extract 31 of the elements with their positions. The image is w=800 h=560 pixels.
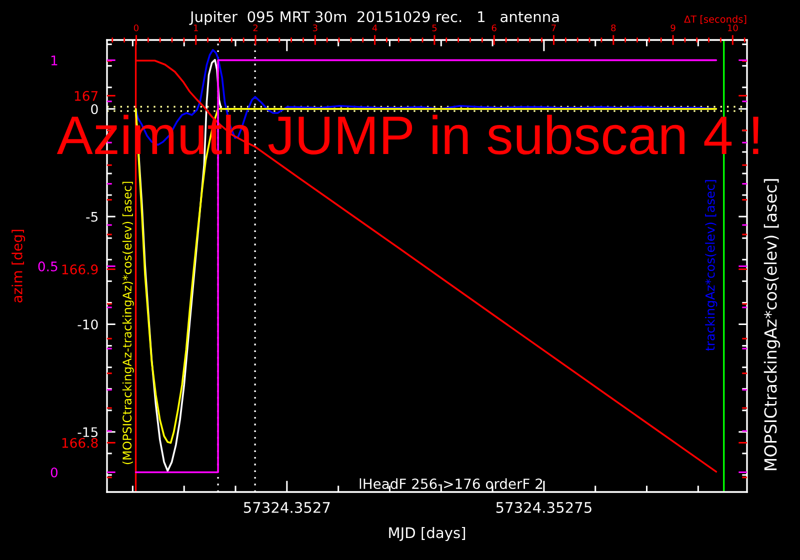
x2-tick-label: 10 [728, 24, 738, 32]
x2-tick-label: 2 [253, 24, 258, 32]
legend-label: MOPSICtrackingAz*cos(elev) [asec] [764, 179, 780, 470]
y2-tick-label: 166.9 [62, 264, 98, 274]
y2-tick-label: 166.8 [62, 438, 98, 448]
y-tick-label: -5 [86, 212, 98, 222]
x2-tick-label: 5 [432, 24, 437, 32]
x2-tick-label: 6 [492, 24, 496, 32]
x2-tick-label: 1 [194, 24, 198, 32]
x-tick-label: 57324.3527 [244, 502, 330, 514]
text: trackingAz*cos(elev) [asec] [705, 180, 718, 351]
chart-title: Jupiter 095 MRT 30m 20151029 rec. 1 antenna [189, 10, 559, 26]
y3-tick-label: 1 [51, 56, 58, 66]
y3-tick-label: 0 [50, 467, 58, 478]
y-tick-label: -15 [78, 427, 98, 438]
x-axis-title: MJD [days] [389, 526, 466, 542]
y-tick-label: -10 [78, 319, 98, 330]
x2-tick-label: 3 [312, 24, 318, 32]
annotation: lHeadF 256->176 orderF 2 [360, 478, 542, 490]
x2-tick-label: 4 [372, 24, 378, 32]
y-tick-label: 0 [91, 104, 98, 114]
x2-tick-label: 9 [670, 24, 676, 32]
x2-axis-title: ΔT [seconds] [684, 15, 746, 24]
y3-tick-label: 0.5 [38, 261, 58, 272]
text: (MOPSICtrackingAz-trackingAz)*cos(elev) [asec] [122, 182, 134, 464]
x2-tick-label: 7 [552, 24, 556, 32]
x2-tick-label: 8 [611, 24, 616, 32]
y2-tick-label: 167 [74, 90, 98, 101]
x2-tick-label: 0 [134, 24, 138, 32]
x-tick-label: 57324.35275 [496, 502, 592, 514]
y2-axis-title: azim [deg] [12, 230, 26, 302]
